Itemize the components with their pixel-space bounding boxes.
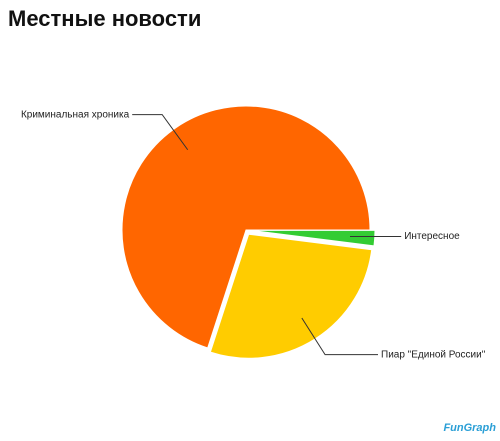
watermark: FunGraph [443, 422, 496, 434]
leader-line [132, 114, 189, 151]
slice-label: Пиар "Единой России" [381, 349, 486, 360]
slice-label: Криминальная хроника [21, 109, 130, 120]
leader-line [301, 317, 378, 356]
chart-title: Местные новости [8, 6, 201, 31]
slice-label: Интересное [404, 231, 460, 242]
pie-slice [250, 229, 376, 247]
